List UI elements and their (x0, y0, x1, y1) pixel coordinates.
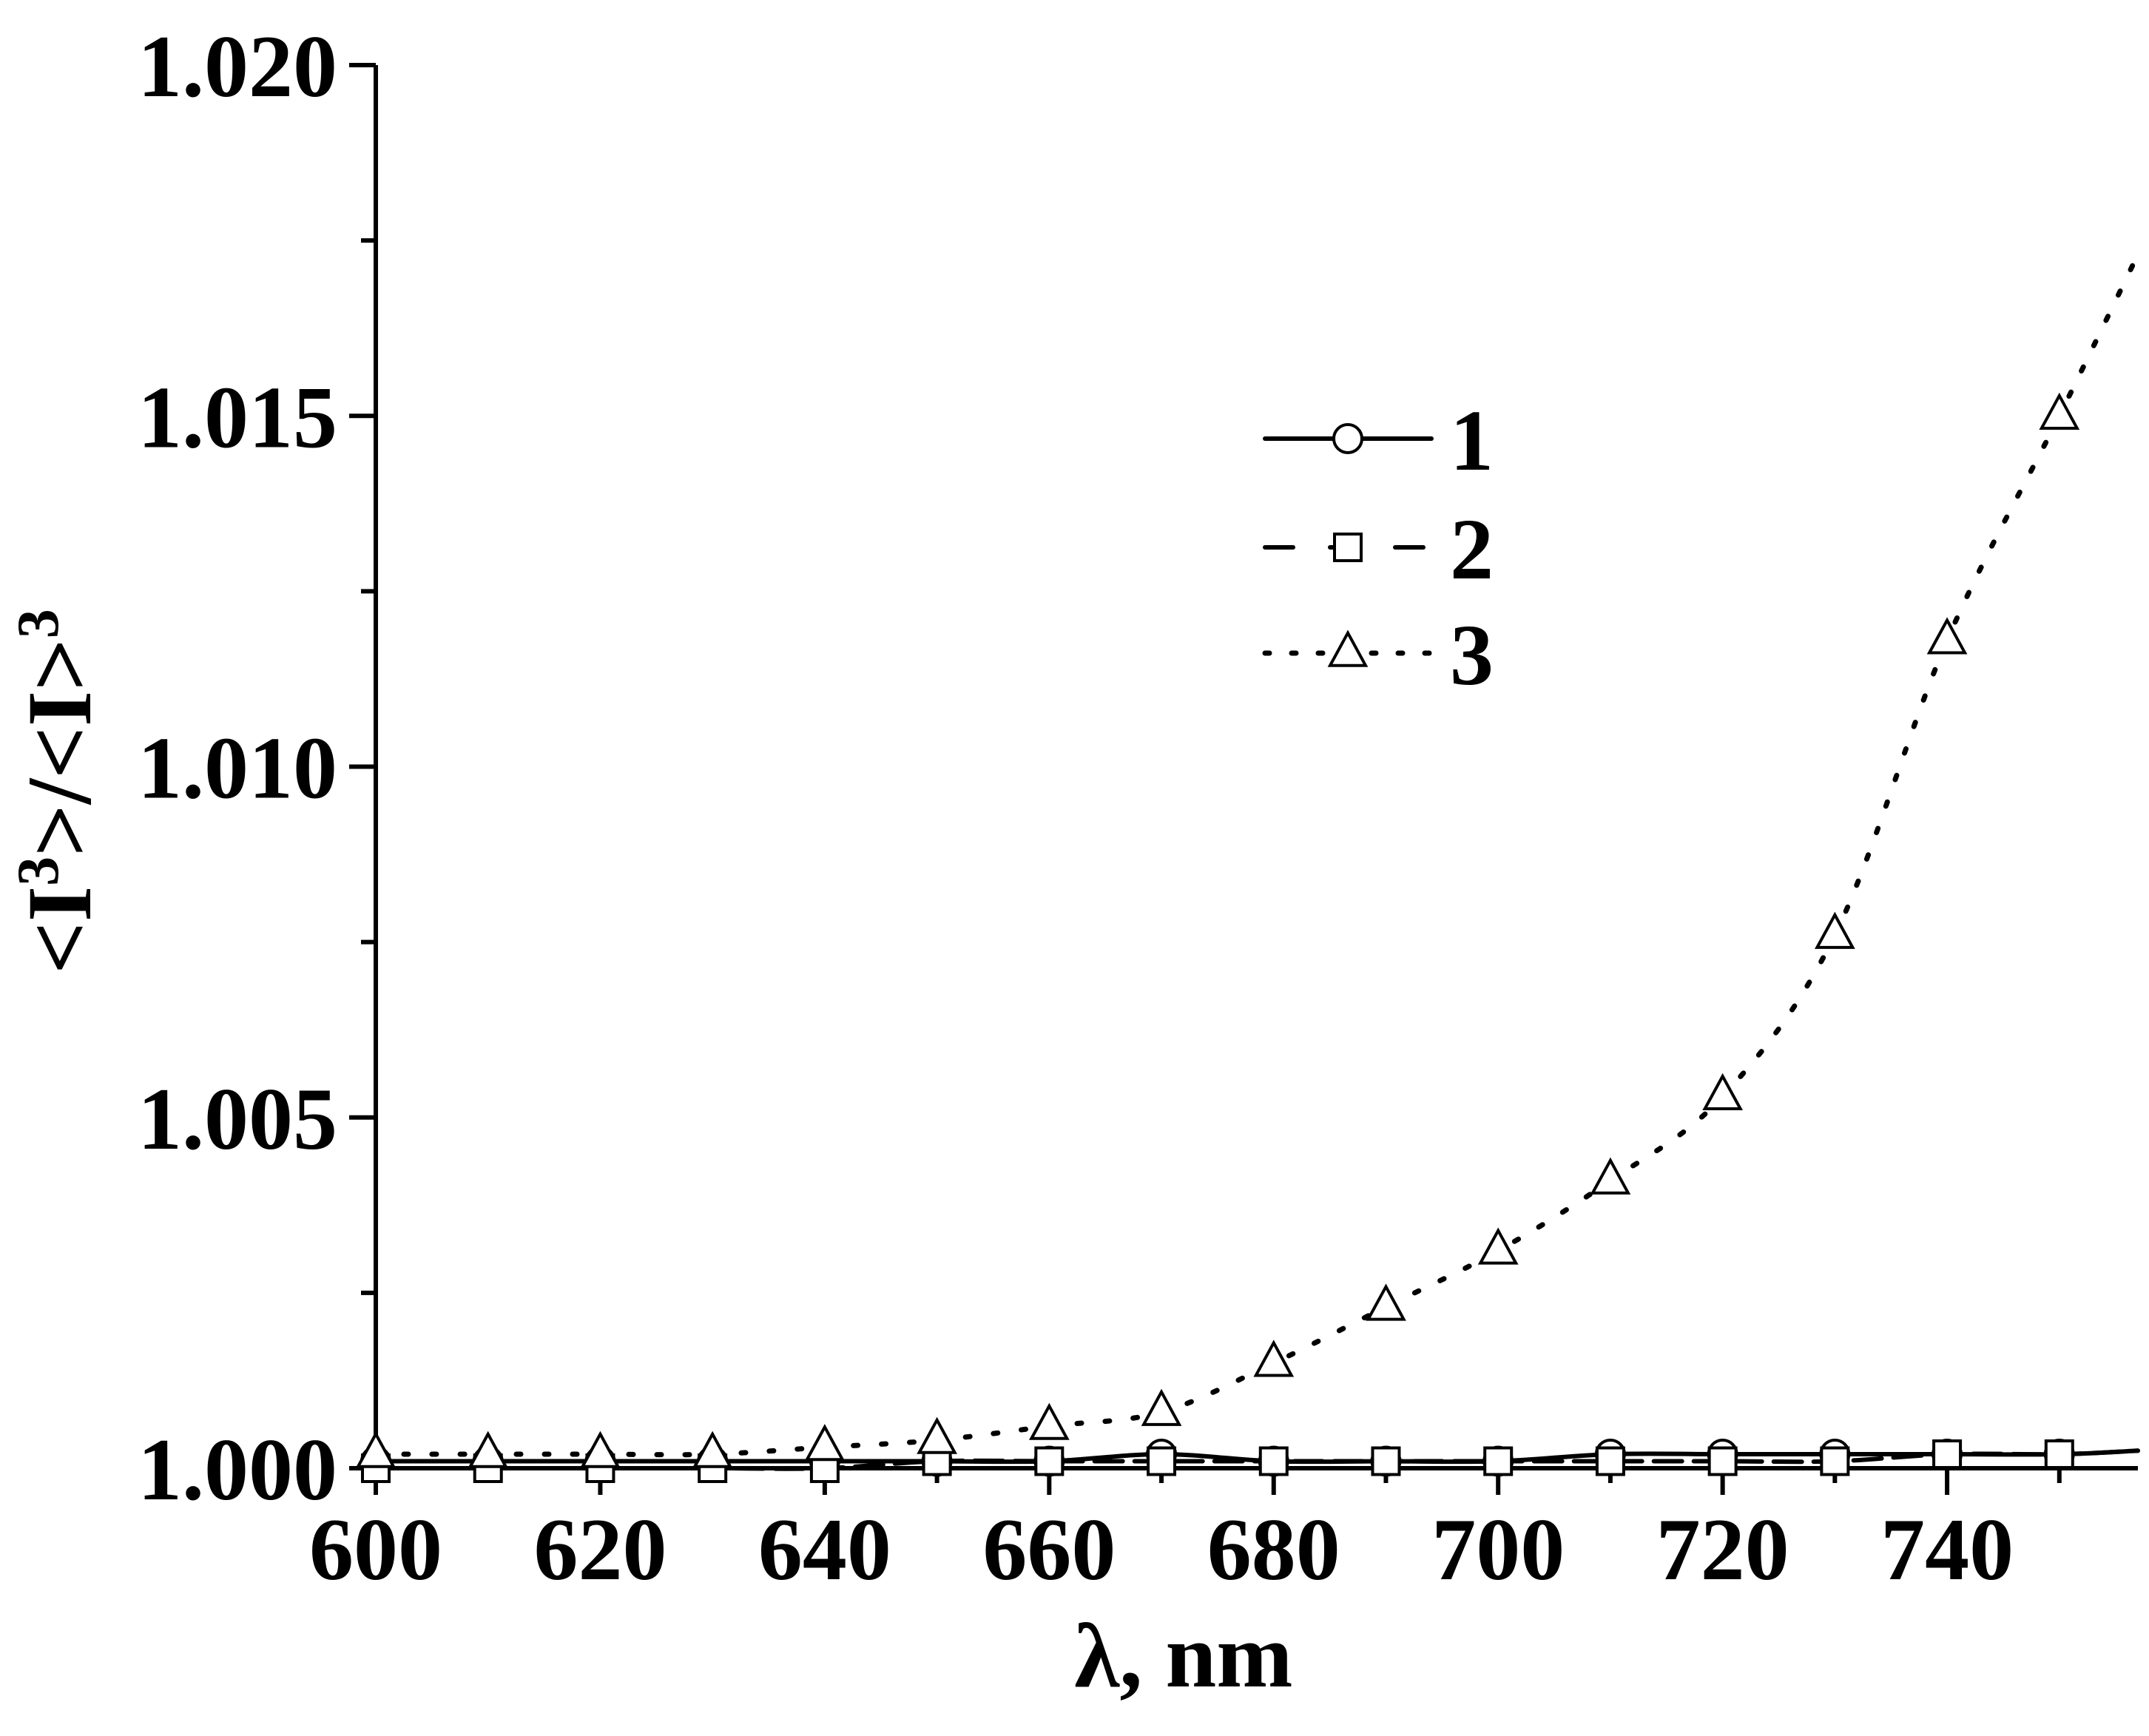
y-tick-label: 1.010 (138, 719, 337, 817)
y-axis-ticks: 1.000 1.005 1.010 1.015 1.020 (138, 17, 376, 1519)
series-2-markers (361, 1439, 2074, 1483)
series-3 (373, 251, 2141, 1458)
series-2-point (1595, 1446, 1625, 1476)
series-3-point (1366, 1283, 1406, 1321)
series-3-point (1141, 1388, 1182, 1426)
legend-entry-3: 3 (1262, 607, 1494, 703)
x-axis-ticks: 600 620 640 660 680 700 720 740 (309, 1468, 2062, 1598)
series-2-point (1483, 1446, 1514, 1476)
y-axis-title-superscript: 3 (6, 609, 71, 638)
x-tick-label: 620 (533, 1500, 667, 1598)
series-3-point (804, 1424, 846, 1462)
x-tick-label: 600 (309, 1500, 442, 1598)
axes (374, 65, 2138, 1470)
series-3-markers (355, 392, 2080, 1468)
series-3-point (2039, 392, 2080, 430)
series-3-point (1028, 1402, 1070, 1440)
series-3-point (1926, 617, 1968, 655)
legend-label: 2 (1450, 501, 1494, 598)
series-3-point (1814, 911, 1855, 949)
series-2-point (2044, 1439, 2074, 1470)
x-tick-label: 720 (1656, 1500, 1789, 1598)
series-3-point (917, 1416, 957, 1454)
series-3-point (1253, 1340, 1295, 1377)
series-3-point (580, 1431, 621, 1468)
y-tick-label: 1.005 (138, 1070, 337, 1168)
series-2-point (1820, 1446, 1850, 1476)
x-tick-label: 700 (1431, 1500, 1565, 1598)
legend-entry-1: 1 (1263, 392, 1494, 489)
y-tick-label: 1.020 (138, 17, 337, 115)
legend-marker (1327, 629, 1369, 667)
legend-marker (1332, 423, 1363, 454)
series-2-point (1258, 1446, 1289, 1476)
y-axis-title: <I3>/<I>3 (6, 609, 110, 974)
series-3-point (1702, 1073, 1744, 1111)
series-2-point (1371, 1446, 1401, 1476)
x-tick-label: 660 (982, 1500, 1116, 1598)
legend-label: 3 (1450, 607, 1494, 703)
y-axis-title-part: >/<I> (9, 638, 110, 857)
series-2-point (1034, 1446, 1065, 1476)
series-3-point (468, 1431, 509, 1468)
series-3-point (1477, 1227, 1519, 1265)
legend-entry-2: 2 (1263, 501, 1494, 598)
legend-marker (1333, 533, 1363, 562)
legend: 1 23 (1262, 392, 1494, 703)
series-3-point (355, 1431, 397, 1468)
y-tick-label: 1.015 (138, 368, 337, 466)
series-2-point (1707, 1446, 1738, 1476)
series-3-point (1590, 1157, 1631, 1195)
y-axis-title-part: <I (9, 886, 110, 974)
x-tick-label: 640 (758, 1500, 891, 1598)
series-2-point (1147, 1446, 1177, 1476)
series-3-line (373, 251, 2141, 1458)
plot-area (355, 251, 2141, 1483)
legend-label: 1 (1450, 392, 1494, 489)
series-2-point (1932, 1439, 1963, 1470)
x-tick-label: 740 (1880, 1500, 2014, 1598)
y-tick-label: 1.000 (138, 1420, 337, 1519)
x-axis-title: λ, nm (1074, 1605, 1292, 1706)
x-tick-label: 680 (1207, 1500, 1340, 1598)
series-3-point (692, 1431, 733, 1468)
y-axis-title-superscript: 3 (6, 857, 71, 886)
